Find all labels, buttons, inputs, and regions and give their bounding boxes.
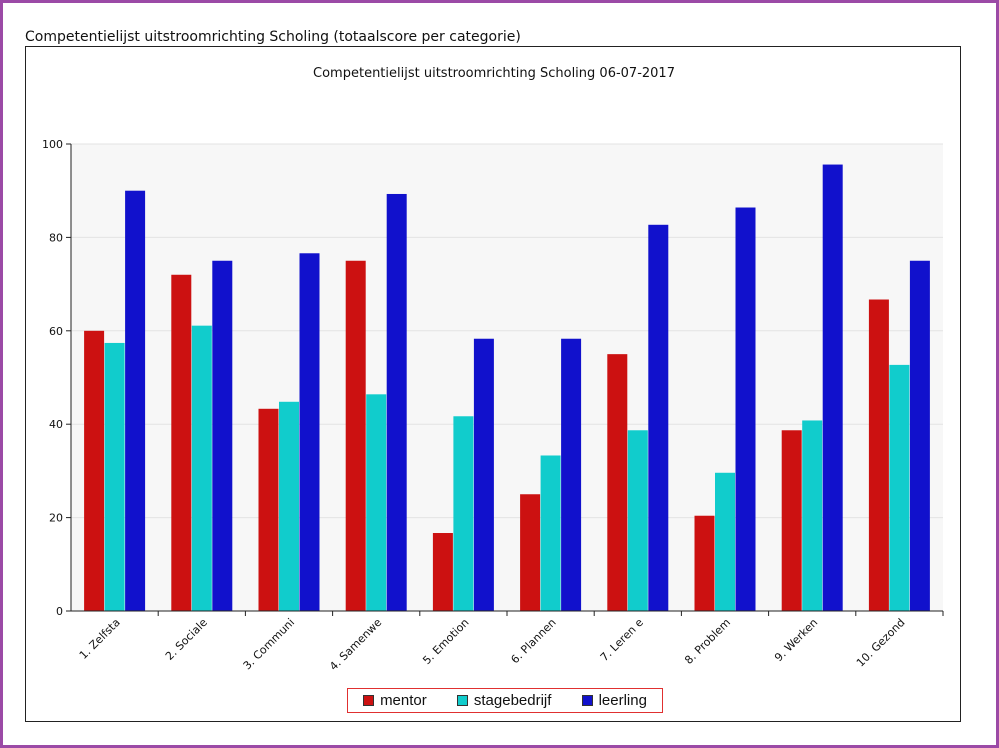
- bar-stagebedrijf-3: [279, 401, 299, 611]
- x-tick-label: 5. Emotion: [420, 616, 471, 667]
- bar-leerling-10: [909, 260, 930, 611]
- y-tick-label: 20: [49, 512, 63, 525]
- bar-leerling-6: [561, 338, 582, 611]
- y-tick-label: 0: [56, 605, 63, 618]
- x-tick-label: 1. Zelfsta: [77, 616, 123, 662]
- x-tick-label: 4. Samenwe: [327, 616, 384, 673]
- page-heading: Competentielijst uitstroomrichting Schol…: [25, 29, 521, 45]
- x-tick-label: 2. Sociale: [163, 616, 210, 663]
- y-tick-label: 60: [49, 325, 63, 338]
- y-tick-label: 80: [49, 231, 63, 244]
- bar-leerling-2: [212, 260, 233, 611]
- chart-title: Competentielijst uitstroomrichting Schol…: [313, 66, 675, 81]
- legend-label-leerling: leerling: [598, 692, 647, 709]
- bar-leerling-8: [735, 207, 756, 611]
- chart-legend: mentor stagebedrijf leerling: [347, 688, 663, 713]
- bar-stagebedrijf-10: [889, 364, 910, 611]
- y-tick-label: 40: [49, 418, 63, 431]
- bar-leerling-9: [822, 164, 843, 611]
- bar-stagebedrijf-1: [104, 342, 125, 611]
- bar-mentor-9: [781, 430, 802, 611]
- legend-label-mentor: mentor: [380, 692, 427, 709]
- bar-mentor-8: [694, 515, 715, 611]
- bar-mentor-6: [520, 494, 541, 611]
- x-tick-label: 7. Leren e: [598, 616, 646, 664]
- bar-leerling-4: [386, 193, 407, 611]
- bar-mentor-1: [84, 330, 105, 611]
- bar-leerling-5: [473, 338, 494, 611]
- bar-chart: Competentielijst uitstroomrichting Schol…: [42, 66, 944, 673]
- bar-mentor-5: [432, 533, 453, 611]
- legend-item-mentor: mentor: [363, 692, 427, 709]
- x-tick-label: 10. Gezond: [854, 616, 908, 670]
- legend-label-stagebedrijf: stagebedrijf: [473, 692, 552, 709]
- bar-mentor-4: [345, 260, 366, 611]
- bar-mentor-2: [171, 274, 192, 611]
- bar-stagebedrijf-2: [191, 325, 212, 611]
- chart-frame: Competentielijst uitstroomrichting Schol…: [25, 46, 961, 722]
- x-tick-label: 9. Werken: [772, 616, 820, 664]
- x-tick-label: 3. Communi: [241, 616, 297, 672]
- legend-item-leerling: leerling: [581, 692, 647, 709]
- bar-mentor-10: [868, 299, 889, 611]
- bar-stagebedrijf-5: [453, 416, 474, 611]
- bar-stagebedrijf-6: [540, 455, 561, 611]
- bar-stagebedrijf-8: [715, 472, 735, 611]
- y-tick-label: 100: [42, 138, 63, 151]
- bar-stagebedrijf-9: [802, 420, 823, 611]
- bar-stagebedrijf-4: [366, 394, 387, 611]
- bar-mentor-3: [258, 408, 279, 611]
- legend-swatch-leerling: [581, 695, 593, 706]
- bar-stagebedrijf-7: [627, 430, 648, 611]
- legend-swatch-mentor: [363, 695, 375, 706]
- bar-leerling-1: [125, 190, 146, 611]
- x-tick-label: 6. Plannen: [508, 616, 558, 666]
- bar-mentor-7: [607, 354, 628, 611]
- x-tick-label: 8. Problem: [682, 616, 733, 667]
- bar-leerling-7: [648, 224, 669, 611]
- legend-item-stagebedrijf: stagebedrijf: [456, 692, 552, 709]
- bar-leerling-3: [299, 253, 320, 611]
- legend-swatch-stagebedrijf: [456, 695, 468, 706]
